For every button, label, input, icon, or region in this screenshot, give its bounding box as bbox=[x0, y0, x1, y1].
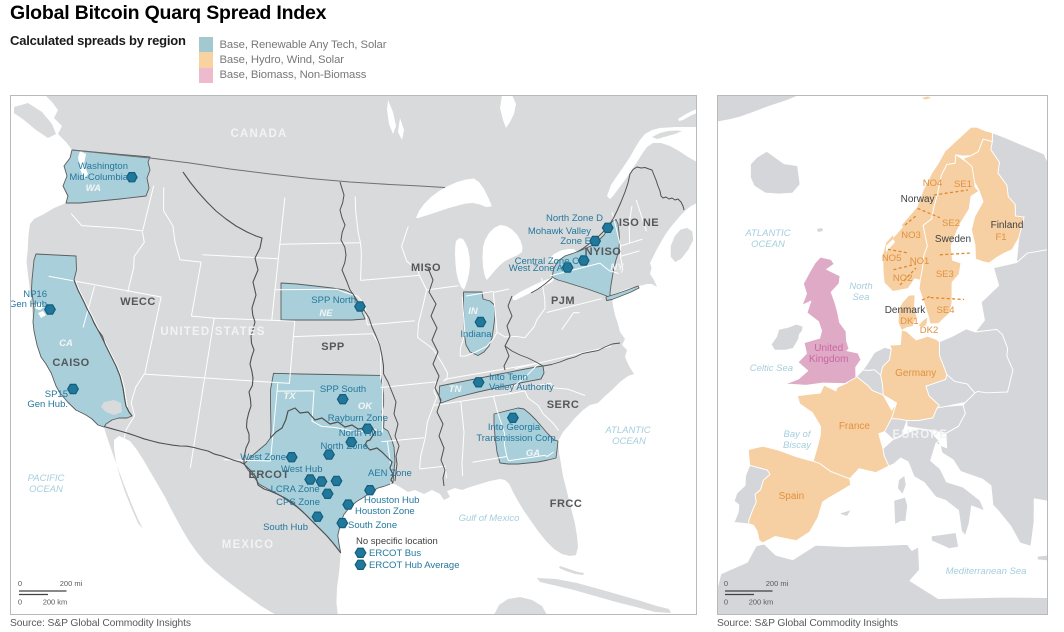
svg-text:0: 0 bbox=[18, 598, 22, 607]
svg-text:NYISO: NYISO bbox=[585, 246, 622, 258]
svg-text:TX: TX bbox=[283, 391, 296, 402]
svg-text:OK: OK bbox=[358, 401, 373, 412]
svg-text:DK2: DK2 bbox=[920, 325, 938, 336]
svg-text:Central Zone C: Central Zone C bbox=[515, 256, 580, 267]
svg-text:Gen Hub: Gen Hub bbox=[11, 299, 47, 310]
svg-text:North Zone: North Zone bbox=[320, 441, 368, 452]
svg-text:Sweden: Sweden bbox=[935, 234, 971, 245]
svg-text:Zone E: Zone E bbox=[560, 236, 591, 247]
svg-text:Mid-Columbia: Mid-Columbia bbox=[69, 172, 128, 183]
svg-text:LCRA Zone: LCRA Zone bbox=[271, 484, 320, 495]
svg-text:UNITED STATES: UNITED STATES bbox=[160, 326, 265, 338]
svg-text:MISO: MISO bbox=[411, 262, 441, 274]
svg-text:Houston Zone: Houston Zone bbox=[355, 506, 415, 517]
svg-text:200 mi: 200 mi bbox=[60, 579, 83, 588]
svg-text:OCEAN: OCEAN bbox=[29, 484, 63, 495]
svg-text:Valley Authority: Valley Authority bbox=[489, 382, 554, 393]
svg-text:CANADA: CANADA bbox=[230, 128, 287, 140]
svg-text:SP15: SP15 bbox=[45, 389, 68, 400]
svg-text:NO3: NO3 bbox=[901, 230, 921, 241]
svg-text:ERCOT Bus: ERCOT Bus bbox=[369, 548, 421, 559]
svg-text:OCEAN: OCEAN bbox=[612, 436, 646, 447]
svg-text:TN: TN bbox=[449, 384, 463, 395]
svg-text:Spain: Spain bbox=[779, 491, 805, 502]
svg-text:South Zone: South Zone bbox=[348, 520, 397, 531]
svg-text:SPP North: SPP North bbox=[311, 295, 356, 306]
svg-text:Norway: Norway bbox=[901, 194, 935, 205]
svg-text:Into Georgia: Into Georgia bbox=[488, 422, 541, 433]
svg-text:SE3: SE3 bbox=[936, 269, 954, 280]
svg-text:ERCOT: ERCOT bbox=[249, 469, 290, 481]
svg-text:No specific location: No specific location bbox=[356, 536, 438, 547]
svg-text:West Hub: West Hub bbox=[281, 464, 323, 475]
svg-text:Mohawk Valley: Mohawk Valley bbox=[528, 226, 591, 237]
svg-text:West Zone A: West Zone A bbox=[509, 263, 564, 274]
svg-text:0: 0 bbox=[724, 579, 728, 588]
svg-text:Gen Hub.: Gen Hub. bbox=[27, 399, 68, 410]
svg-text:Houston Hub: Houston Hub bbox=[364, 495, 419, 506]
svg-text:NO2: NO2 bbox=[893, 273, 913, 284]
svg-text:Denmark: Denmark bbox=[885, 305, 927, 316]
svg-text:0: 0 bbox=[18, 579, 22, 588]
svg-text:200 km: 200 km bbox=[749, 598, 774, 607]
svg-text:MEXICO: MEXICO bbox=[222, 539, 275, 551]
svg-text:DK1: DK1 bbox=[900, 316, 918, 327]
svg-text:ISO NE: ISO NE bbox=[619, 217, 659, 229]
svg-text:ATLANTIC: ATLANTIC bbox=[744, 228, 790, 239]
svg-text:North Zone D: North Zone D bbox=[546, 213, 603, 224]
svg-text:CPS Zone: CPS Zone bbox=[276, 497, 320, 508]
svg-text:FRCC: FRCC bbox=[550, 498, 583, 510]
svg-text:NE: NE bbox=[319, 308, 333, 319]
svg-text:WECC: WECC bbox=[120, 296, 156, 308]
svg-text:CAISO: CAISO bbox=[52, 357, 89, 369]
svg-text:NO4: NO4 bbox=[923, 178, 943, 189]
svg-text:NP16: NP16 bbox=[23, 289, 47, 300]
svg-text:EUROPE: EUROPE bbox=[892, 429, 948, 441]
svg-text:Rayburn Zone: Rayburn Zone bbox=[328, 413, 388, 424]
svg-text:WA: WA bbox=[86, 183, 101, 194]
svg-text:Germany: Germany bbox=[895, 368, 936, 379]
svg-text:Kingdom: Kingdom bbox=[809, 354, 848, 365]
svg-text:Mediterranean Sea: Mediterranean Sea bbox=[946, 566, 1027, 577]
svg-text:Biscay: Biscay bbox=[783, 440, 812, 451]
svg-text:West Zone: West Zone bbox=[240, 452, 286, 463]
svg-text:ERCOT Hub Average: ERCOT Hub Average bbox=[369, 560, 459, 571]
svg-text:Sea: Sea bbox=[853, 292, 870, 303]
svg-text:North: North bbox=[849, 281, 872, 292]
svg-text:AEN Zone: AEN Zone bbox=[368, 468, 412, 479]
svg-text:NO5: NO5 bbox=[882, 253, 902, 264]
svg-text:Washington: Washington bbox=[78, 161, 128, 172]
svg-text:Bay of: Bay of bbox=[784, 429, 812, 440]
svg-text:Into Tenn: Into Tenn bbox=[489, 372, 528, 383]
svg-text:France: France bbox=[839, 421, 871, 432]
svg-text:SPP South: SPP South bbox=[320, 384, 366, 395]
svg-text:200 mi: 200 mi bbox=[766, 579, 789, 588]
svg-text:GA: GA bbox=[526, 448, 540, 459]
svg-text:NY: NY bbox=[610, 262, 625, 273]
svg-text:F1: F1 bbox=[995, 232, 1006, 243]
svg-text:United: United bbox=[814, 343, 843, 354]
svg-text:North Hub: North Hub bbox=[339, 428, 382, 439]
svg-text:PACIFIC: PACIFIC bbox=[28, 473, 65, 484]
svg-text:Celtic Sea: Celtic Sea bbox=[750, 363, 793, 374]
svg-text:IN: IN bbox=[468, 306, 479, 317]
svg-text:CA: CA bbox=[59, 338, 73, 349]
svg-text:South Hub: South Hub bbox=[263, 522, 308, 533]
svg-text:Indiana: Indiana bbox=[460, 329, 492, 340]
svg-text:SERC: SERC bbox=[547, 399, 580, 411]
svg-text:Finland: Finland bbox=[991, 220, 1024, 231]
svg-text:SE4: SE4 bbox=[937, 305, 955, 316]
svg-text:200 km: 200 km bbox=[43, 598, 68, 607]
svg-text:SE1: SE1 bbox=[954, 179, 972, 190]
svg-text:ATLANTIC: ATLANTIC bbox=[604, 425, 650, 436]
svg-text:Gulf of Mexico: Gulf of Mexico bbox=[459, 513, 520, 524]
svg-text:NO1: NO1 bbox=[910, 256, 930, 267]
svg-text:SPP: SPP bbox=[321, 341, 345, 353]
svg-text:0: 0 bbox=[724, 598, 728, 607]
svg-text:PJM: PJM bbox=[551, 295, 575, 307]
svg-text:Transmission Corp: Transmission Corp bbox=[476, 433, 555, 444]
svg-text:SE2: SE2 bbox=[942, 218, 960, 229]
svg-text:OCEAN: OCEAN bbox=[751, 239, 785, 250]
